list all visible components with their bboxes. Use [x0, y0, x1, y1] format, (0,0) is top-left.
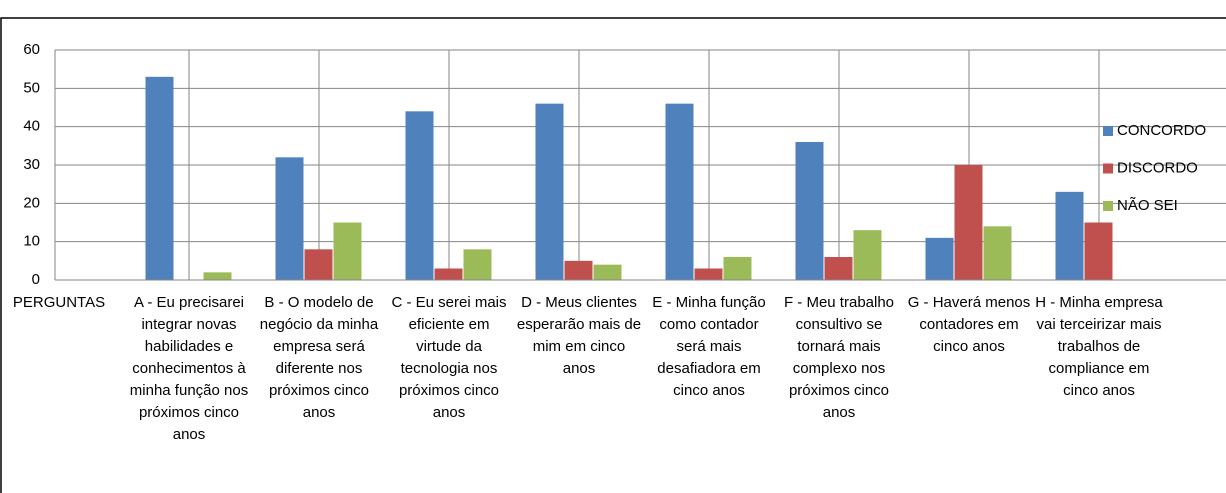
x-tick-label: G - Haverá menos contadores em cinco ano…	[907, 294, 1031, 355]
bar	[824, 257, 853, 280]
x-tick-label: PERGUNTAS	[12, 294, 106, 311]
legend-label: DISCORDO	[1117, 159, 1198, 176]
bar	[925, 237, 954, 280]
bar	[275, 157, 304, 280]
bar	[853, 230, 882, 280]
x-tick-label: E - Minha função como contador será mais…	[652, 294, 766, 399]
bar	[665, 103, 694, 281]
chart-frame	[0, 17, 1226, 493]
bar	[434, 268, 463, 280]
x-tick-label: D - Meus clientes esperarão mais de mim …	[516, 294, 642, 377]
bar	[535, 103, 564, 281]
legend-label: CONCORDO	[1117, 122, 1206, 139]
bar	[723, 257, 752, 280]
legend-swatch	[1103, 126, 1113, 136]
bar	[203, 272, 232, 280]
bar	[795, 142, 824, 280]
x-tick-label: C - Eu serei mais eficiente em virtude d…	[391, 294, 507, 421]
y-tick-label: 10	[23, 233, 40, 250]
bar	[593, 264, 622, 280]
x-tick-label: F - Meu trabalho consultivo se tornará m…	[783, 294, 895, 421]
y-tick-label: 50	[23, 79, 40, 96]
bar	[983, 226, 1012, 280]
bar	[463, 249, 492, 280]
x-tick-label: H - Minha empresa vai terceirizar mais t…	[1035, 294, 1163, 399]
bar	[304, 249, 333, 280]
y-tick-label: 30	[23, 156, 40, 173]
legend-swatch	[1103, 201, 1113, 211]
bar	[1084, 222, 1113, 280]
y-tick-label: 20	[23, 194, 40, 211]
bar	[694, 268, 723, 280]
bar	[564, 260, 593, 280]
bar	[1055, 191, 1084, 280]
legend-swatch	[1103, 163, 1113, 174]
y-tick-label: 0	[32, 271, 40, 288]
y-tick-label: 40	[23, 118, 40, 135]
bar	[145, 76, 174, 280]
bar	[405, 111, 434, 280]
x-tick-label: A - Eu precisarei integrar novas habilid…	[129, 294, 249, 443]
x-tick-label: B - O modelo de negócio da minha empresa…	[259, 294, 379, 421]
legend-label: NÃO SEI	[1117, 197, 1178, 214]
bar	[954, 165, 983, 280]
y-tick-label: 60	[23, 41, 40, 58]
bar	[333, 222, 362, 280]
